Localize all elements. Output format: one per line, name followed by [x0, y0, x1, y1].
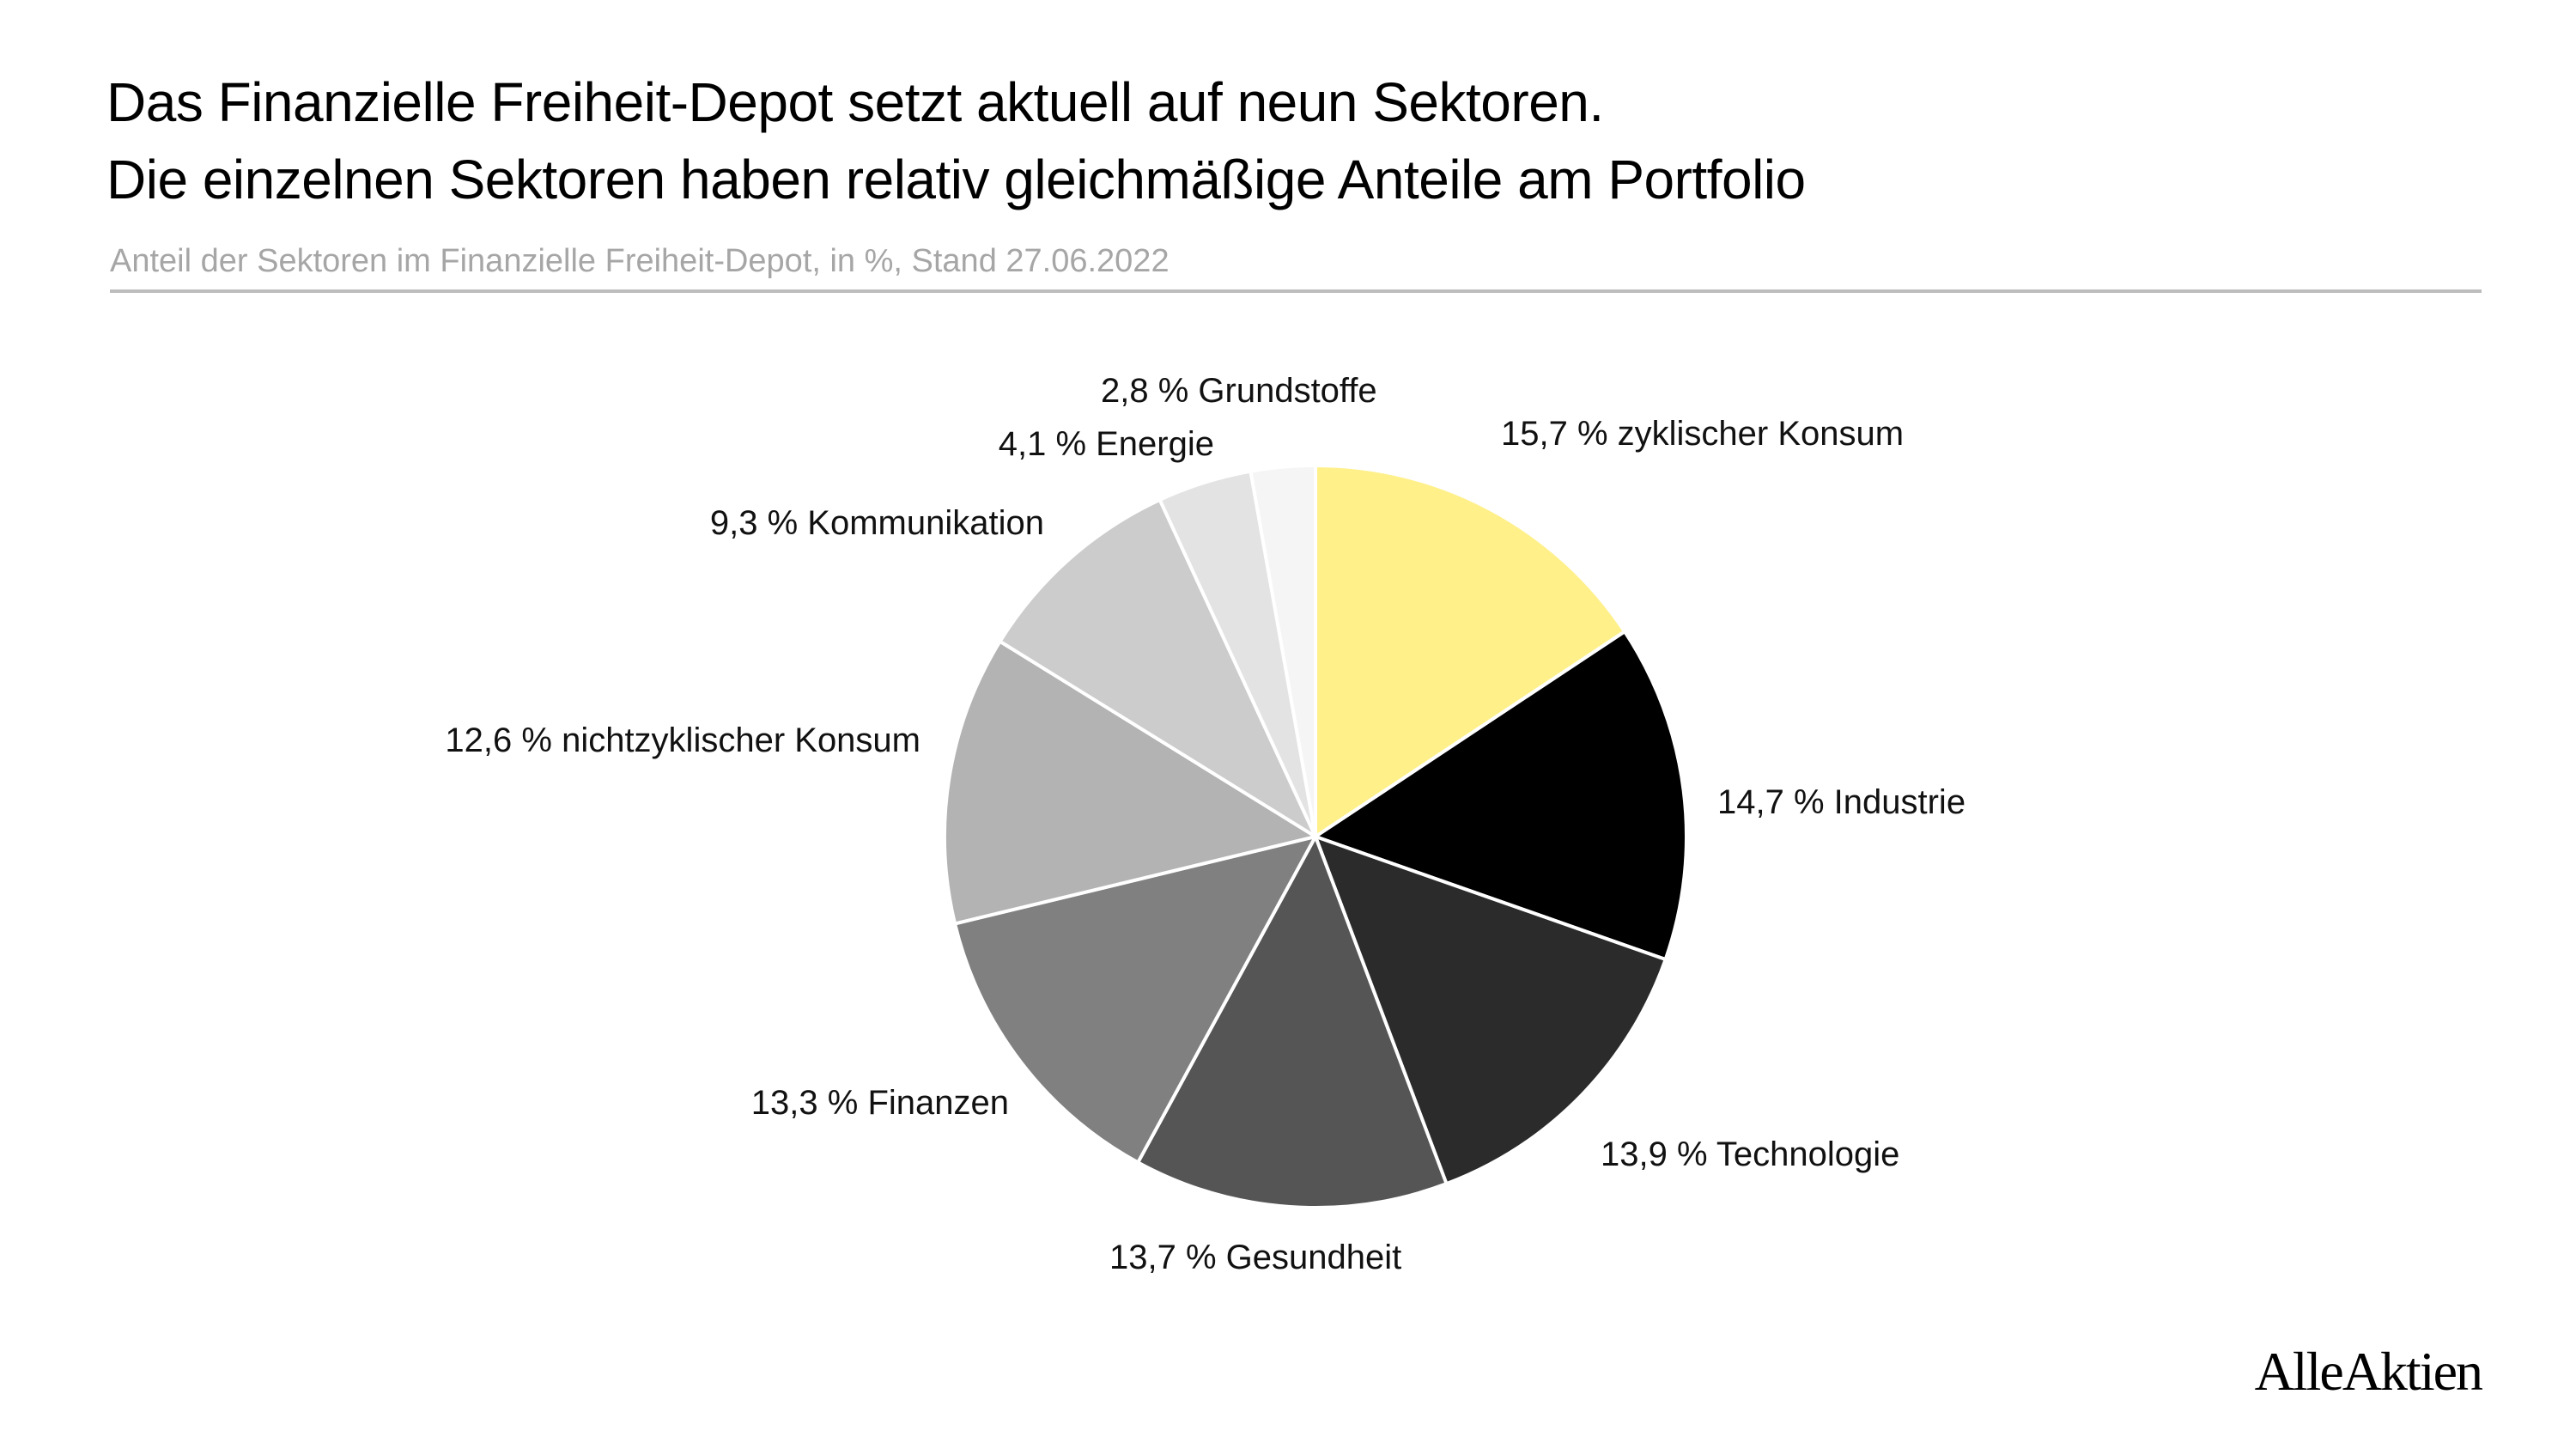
- pie-label-finanzen: 13,3 % Finanzen: [751, 1084, 1009, 1122]
- pie-slice-gesundheit: [1136, 835, 1449, 1209]
- pie-slice-zyklischer-konsum: [1314, 464, 1627, 838]
- chart-title-line-1: Das Finanzielle Freiheit-Depot setzt akt…: [106, 71, 1604, 133]
- header-divider: [110, 289, 2482, 293]
- chart-title-line-2: Die einzelnen Sektoren haben relativ gle…: [106, 149, 1806, 210]
- pie-slice-finanzen: [953, 835, 1317, 1165]
- brand-logo: AlleAktien: [2254, 1341, 2483, 1402]
- pie-slice-technologie: [1314, 835, 1668, 1186]
- pie-slice-grundstoffe: [1249, 464, 1317, 838]
- pie-label-zyklischer-konsum: 15,7 % zyklischer Konsum: [1501, 415, 1904, 453]
- pie-labels: 15,7 % zyklischer Konsum 14,7 % Industrie…: [445, 372, 1965, 1276]
- pie-label-gesundheit: 13,7 % Gesundheit: [1109, 1239, 1401, 1276]
- pie-label-industrie: 14,7 % Industrie: [1717, 783, 1965, 821]
- pie-slices: [942, 464, 1688, 1209]
- pie-label-kommunikation: 9,3 % Kommunikation: [710, 504, 1044, 542]
- chart-subtitle: Anteil der Sektoren im Finanzielle Freih…: [110, 243, 1170, 279]
- pie-label-nichtzyklischer-konsum: 12,6 % nichtzyklischer Konsum: [445, 721, 920, 759]
- pie-slice-industrie: [1314, 630, 1688, 961]
- pie-slice-kommunikation: [998, 497, 1317, 838]
- pie-slice-nichtzyklischer-konsum: [942, 639, 1317, 926]
- chart-title: Das Finanzielle Freiheit-Depot setzt akt…: [106, 64, 2511, 218]
- pie-label-technologie: 13,9 % Technologie: [1601, 1135, 1899, 1173]
- pie-label-grundstoffe: 2,8 % Grundstoffe: [1101, 372, 1377, 410]
- pie-label-energie: 4,1 % Energie: [999, 425, 1214, 463]
